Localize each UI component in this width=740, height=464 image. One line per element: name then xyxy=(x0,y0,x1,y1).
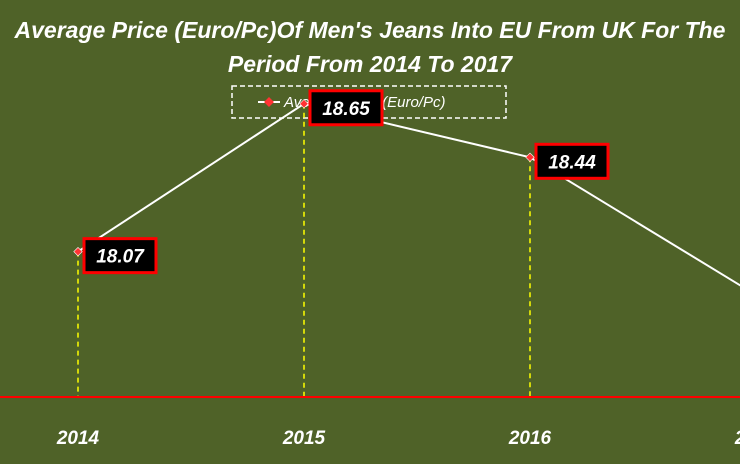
data-markers xyxy=(73,99,535,257)
drop-lines xyxy=(77,103,531,397)
chart-title-line1: Average Price (Euro/Pc)Of Men's Jeans In… xyxy=(14,17,726,43)
legend-marker-icon xyxy=(264,97,274,107)
chart-title-line2: Period From 2014 To 2017 xyxy=(228,51,513,77)
data-point-2015 xyxy=(299,99,309,109)
data-label-box-2015 xyxy=(308,89,384,127)
data-label-2014: 18.07 xyxy=(96,247,145,268)
data-point-2016 xyxy=(525,152,535,162)
data-label-2015: 18.65 xyxy=(322,99,370,120)
x-tick-2017: 2017 xyxy=(734,428,740,449)
data-point-2014 xyxy=(73,246,83,257)
x-tick-labels: 2014 2015 2016 2017 xyxy=(56,428,740,449)
data-label-box-2016 xyxy=(534,142,610,180)
data-label-box-2014 xyxy=(82,237,158,275)
data-label-2016: 18.44 xyxy=(548,152,596,173)
x-tick-2016: 2016 xyxy=(508,428,552,449)
x-tick-2015: 2015 xyxy=(282,428,326,449)
x-tick-2014: 2014 xyxy=(56,428,100,449)
data-labels: 18.07 18.65 18.44 xyxy=(82,89,610,275)
series-line xyxy=(77,102,740,287)
